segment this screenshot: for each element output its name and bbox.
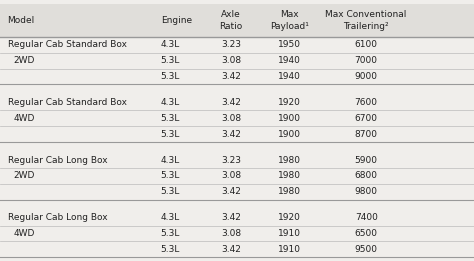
Text: 4WD: 4WD [13, 114, 35, 123]
Text: 5.3L: 5.3L [161, 72, 180, 81]
Text: 5.3L: 5.3L [161, 129, 180, 139]
Text: 3.08: 3.08 [221, 56, 241, 65]
Text: 7000: 7000 [355, 56, 378, 65]
Text: 3.42: 3.42 [221, 187, 241, 196]
Text: 8700: 8700 [355, 129, 378, 139]
Text: Max Conventional
Trailering²: Max Conventional Trailering² [326, 10, 407, 31]
Text: 1910: 1910 [278, 229, 301, 238]
Text: 4.3L: 4.3L [161, 156, 180, 164]
Text: Model: Model [8, 16, 35, 25]
Text: Engine: Engine [161, 16, 192, 25]
Text: 1920: 1920 [278, 213, 301, 222]
Text: 1980: 1980 [278, 171, 301, 180]
Text: 1980: 1980 [278, 187, 301, 196]
Text: 4.3L: 4.3L [161, 40, 180, 49]
Text: Regular Cab Long Box: Regular Cab Long Box [8, 156, 107, 164]
Text: 5.3L: 5.3L [161, 171, 180, 180]
Text: 1900: 1900 [278, 114, 301, 123]
Text: 7600: 7600 [355, 98, 378, 107]
Text: 6800: 6800 [355, 171, 378, 180]
Text: 6700: 6700 [355, 114, 378, 123]
Text: 5900: 5900 [355, 156, 378, 164]
Text: 3.23: 3.23 [221, 40, 241, 49]
Text: Regular Cab Standard Box: Regular Cab Standard Box [8, 98, 127, 107]
Text: 5.3L: 5.3L [161, 187, 180, 196]
Text: 3.08: 3.08 [221, 171, 241, 180]
Text: 2WD: 2WD [13, 171, 35, 180]
Text: 5.3L: 5.3L [161, 229, 180, 238]
Text: 9500: 9500 [355, 245, 378, 254]
Text: 3.42: 3.42 [221, 98, 241, 107]
Text: 3.08: 3.08 [221, 114, 241, 123]
Text: 7400: 7400 [355, 213, 378, 222]
Text: 3.42: 3.42 [221, 129, 241, 139]
Text: 1940: 1940 [278, 72, 301, 81]
Text: 3.08: 3.08 [221, 229, 241, 238]
Text: 4.3L: 4.3L [161, 98, 180, 107]
Text: 1900: 1900 [278, 129, 301, 139]
Bar [0, 4, 474, 37]
Text: 1940: 1940 [278, 56, 301, 65]
Text: 3.42: 3.42 [221, 245, 241, 254]
Text: Axle
Ratio: Axle Ratio [219, 10, 243, 31]
Text: 3.42: 3.42 [221, 72, 241, 81]
Text: 4.3L: 4.3L [161, 213, 180, 222]
Text: 1920: 1920 [278, 98, 301, 107]
Text: 1980: 1980 [278, 156, 301, 164]
Text: 6500: 6500 [355, 229, 378, 238]
Text: 5.3L: 5.3L [161, 245, 180, 254]
Text: 5.3L: 5.3L [161, 56, 180, 65]
Text: Max
Payload¹: Max Payload¹ [270, 10, 309, 31]
Text: 3.42: 3.42 [221, 213, 241, 222]
Text: Regular Cab Long Box: Regular Cab Long Box [8, 213, 107, 222]
Text: 1910: 1910 [278, 245, 301, 254]
Text: 9000: 9000 [355, 72, 378, 81]
Text: 1950: 1950 [278, 40, 301, 49]
Text: 4WD: 4WD [13, 229, 35, 238]
Text: Regular Cab Standard Box: Regular Cab Standard Box [8, 40, 127, 49]
Text: 9800: 9800 [355, 187, 378, 196]
Text: 6100: 6100 [355, 40, 378, 49]
Text: 5.3L: 5.3L [161, 114, 180, 123]
Text: 3.23: 3.23 [221, 156, 241, 164]
Text: 2WD: 2WD [13, 56, 35, 65]
